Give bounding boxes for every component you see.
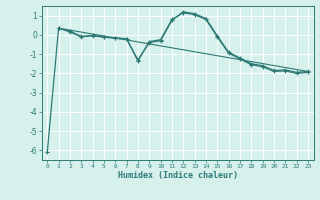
X-axis label: Humidex (Indice chaleur): Humidex (Indice chaleur) <box>118 171 237 180</box>
